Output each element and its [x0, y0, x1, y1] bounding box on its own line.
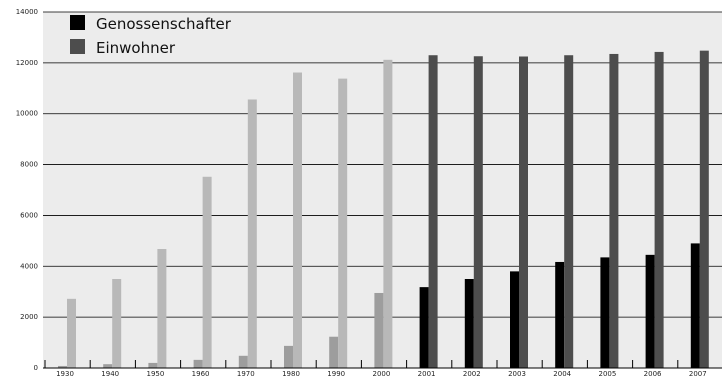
grid-lines [43, 11, 722, 318]
bar-einwohner-1950 [157, 248, 167, 368]
y-axis-ticks: 0 2000 4000 6000 8000 10000 12000 14000 [16, 8, 38, 372]
legend-label-einwohner: Einwohner [96, 39, 176, 57]
bar-einwohner-1930 [67, 298, 76, 368]
legend-swatch-genossenschafter [70, 15, 85, 30]
bar-genossenschafter-1990 [329, 336, 339, 368]
y-tick-label: 8000 [20, 161, 38, 169]
bar-einwohner-2004 [564, 55, 574, 368]
bar-einwohner-1940 [112, 279, 122, 368]
x-tick-label-1980: 1980 [282, 370, 300, 377]
bar-genossenschafter-2000 [374, 292, 384, 368]
bar-genossenschafter-2005 [600, 257, 610, 368]
x-tick-label-2001: 2001 [418, 370, 436, 377]
bar-genossenschafter-1980 [284, 345, 293, 368]
x-tick-label-1950: 1950 [146, 370, 164, 377]
bar-einwohner-2002 [473, 56, 483, 368]
x-tick-label-2002: 2002 [463, 370, 481, 377]
x-tick-label-1940: 1940 [101, 370, 119, 377]
y-tick-label: 4000 [20, 262, 38, 270]
bar-einwohner-1960 [202, 176, 212, 368]
bar-einwohner-2001 [428, 55, 438, 368]
bar-genossenschafter-2006 [645, 254, 655, 368]
legend: Genossenschafter Einwohner [70, 15, 232, 57]
bar-genossenschafter-2004 [555, 261, 565, 368]
bar-genossenschafter-1940 [103, 364, 113, 368]
bar-genossenschafter-2002 [464, 279, 474, 368]
x-axis-ticks: 1930 1940 1950 1960 1970 1980 1990 2000 2001 2002… [44, 360, 707, 378]
y-tick-label: 14000 [16, 8, 38, 16]
x-tick-label-1960: 1960 [192, 370, 210, 377]
bar-genossenschafter-1960 [193, 359, 203, 368]
y-tick-label: 12000 [16, 59, 38, 67]
y-tick-label: 6000 [20, 211, 38, 219]
bar-einwohner-1970 [247, 99, 257, 368]
y-tick-label: 10000 [16, 110, 38, 118]
x-tick-label-2003: 2003 [508, 370, 526, 377]
y-tick-label: 2000 [20, 313, 38, 321]
bar-einwohner-1990 [338, 78, 348, 368]
bar-einwohner-2000 [383, 59, 393, 368]
bar-genossenschafter-1930 [58, 365, 67, 368]
x-tick-label-2007: 2007 [689, 370, 707, 377]
bar-genossenschafter-1950 [148, 362, 158, 368]
bar-genossenschafter-2001 [419, 287, 429, 368]
legend-label-genossenschafter: Genossenschafter [96, 15, 232, 33]
bar-genossenschafter-1970 [238, 355, 248, 368]
bar-genossenschafter-2003 [510, 271, 519, 368]
x-tick-label-1990: 1990 [327, 370, 345, 377]
y-tick-label: 0 [34, 364, 38, 372]
x-tick-label-2005: 2005 [598, 370, 616, 377]
bar-genossenschafter-2007 [690, 243, 700, 368]
x-tick-label-2006: 2006 [644, 370, 662, 377]
x-tick-label-2004: 2004 [553, 370, 571, 377]
bar-einwohner-2003 [519, 56, 528, 368]
x-tick-label-1970: 1970 [237, 370, 255, 377]
bar-einwohner-2007 [699, 50, 709, 368]
bar-einwohner-2006 [654, 51, 664, 369]
legend-swatch-einwohner [70, 39, 85, 54]
bar-einwohner-2005 [609, 53, 619, 368]
bars [58, 50, 709, 369]
x-tick-label-2000: 2000 [372, 370, 390, 377]
bar-einwohner-1980 [293, 72, 302, 369]
x-tick-label-1930: 1930 [56, 370, 74, 377]
